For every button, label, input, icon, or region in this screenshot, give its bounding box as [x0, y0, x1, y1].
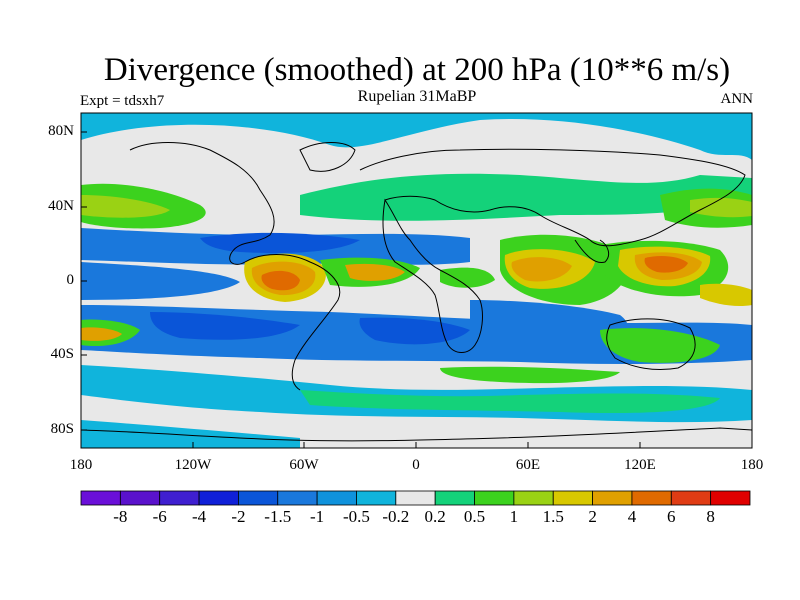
map-subtitle: Rupelian 31MaBP	[357, 88, 477, 105]
colorbar-tick-label: -0.2	[382, 507, 410, 526]
map-title: Divergence (smoothed) at 200 hPa (10**6 …	[103, 52, 731, 88]
colorbar-tick-label: 8	[706, 507, 715, 526]
colorbar-swatch	[277, 490, 318, 506]
colorbar-tick-label: -6	[152, 507, 167, 526]
colorbar-tick-label: 4	[627, 507, 637, 526]
colorbar-tick-label: -8	[113, 507, 128, 526]
colorbar-tick-label: 0.5	[463, 507, 486, 526]
colorbar-tick-label: -1.5	[264, 507, 292, 526]
field-region-arctic-blue	[81, 113, 752, 160]
lon-label-60w: 60W	[289, 457, 319, 473]
colorbar-swatch	[552, 490, 593, 506]
colorbar-swatch	[434, 490, 475, 506]
colorbar-tick-label: -4	[191, 507, 207, 526]
field-region-sh-deepblue	[150, 312, 300, 340]
field-region-tropical-deepblue	[200, 232, 360, 254]
colorbar-swatch	[198, 490, 239, 506]
lon-label-120e: 120E	[624, 457, 656, 473]
colorbar-tick-label: 0.2	[424, 507, 446, 526]
colorbar-tick-label: -0.5	[343, 507, 370, 526]
field-region-equatorial-blue	[81, 262, 240, 300]
coastline-south-america	[244, 254, 341, 391]
coastline-australia	[606, 318, 696, 371]
colorbar-tick-label: 6	[667, 507, 676, 526]
colorbar-swatch	[592, 490, 633, 506]
colorbar-swatch	[474, 490, 515, 506]
field-region-sh-deepblue-2	[359, 317, 470, 345]
colorbar-tick-label: 1.5	[542, 507, 564, 526]
colorbar-swatch	[356, 490, 397, 506]
axis-ticks	[80, 131, 753, 448]
colorbar-swatch	[670, 490, 712, 506]
lat-label-80n: 80N	[48, 123, 74, 139]
coastline-greenland	[299, 142, 356, 172]
lat-label-0: 0	[66, 272, 75, 288]
field-region-nwpacific-yellowgreen	[690, 197, 752, 218]
field-region-antarctic-blue	[81, 420, 300, 448]
coastline-africa	[382, 198, 483, 353]
lon-label-180e: 180	[740, 457, 764, 473]
field-region-south-america-darkorange	[261, 270, 300, 291]
lat-label-80s: 80S	[50, 421, 74, 437]
experiment-label: Expt = tdsxh7	[80, 93, 165, 109]
coastline-eurasia	[359, 148, 746, 247]
field-region-maritime-darkorange	[644, 255, 688, 273]
coastline-antarctica	[80, 427, 753, 442]
colorbar-tick-label: -1	[310, 507, 325, 526]
colorbar-swatch	[395, 490, 436, 506]
lon-label-60e: 60E	[515, 457, 541, 473]
colorbar	[80, 490, 751, 506]
field-region-nh-green-band	[300, 173, 752, 221]
field-region-southern-ocean-green	[300, 390, 720, 414]
lon-label-180w: 180	[69, 457, 93, 473]
coastline-north-america	[129, 142, 275, 265]
colorbar-swatch	[119, 490, 161, 506]
field-region-southern-green-2	[440, 366, 620, 384]
coastlines	[80, 142, 753, 442]
colorbar-swatch	[513, 490, 554, 506]
colorbar-swatch	[316, 490, 357, 506]
field-region-australia-green	[600, 328, 720, 363]
lon-label-0: 0	[412, 457, 420, 473]
field-region-africa-green	[440, 267, 495, 288]
field-region-npacific-yellowgreen	[81, 195, 170, 218]
lon-label-120w: 120W	[174, 457, 212, 473]
field-region-east-africa-orange	[511, 257, 572, 282]
field-region-south-pacific-yellow	[81, 327, 122, 341]
colorbar-swatch	[710, 490, 751, 506]
field-region-wpacific-yellow	[700, 283, 752, 307]
lat-label-40n: 40N	[48, 198, 74, 214]
field-region-atlantic-yellow	[345, 263, 405, 281]
colorbar-tick-label: 1	[509, 507, 519, 526]
colorbar-tick-label: -2	[231, 507, 246, 526]
colorbar-swatch	[159, 490, 200, 506]
colorbar-tick-label: 2	[588, 507, 597, 526]
colorbar-swatch	[631, 490, 672, 506]
period-label: ANN	[720, 91, 754, 107]
colorbar-swatch	[238, 490, 279, 506]
coastline-indian-subcontinent	[574, 239, 610, 264]
lat-label-40s: 40S	[50, 346, 74, 362]
colorbar-swatch	[80, 490, 121, 506]
